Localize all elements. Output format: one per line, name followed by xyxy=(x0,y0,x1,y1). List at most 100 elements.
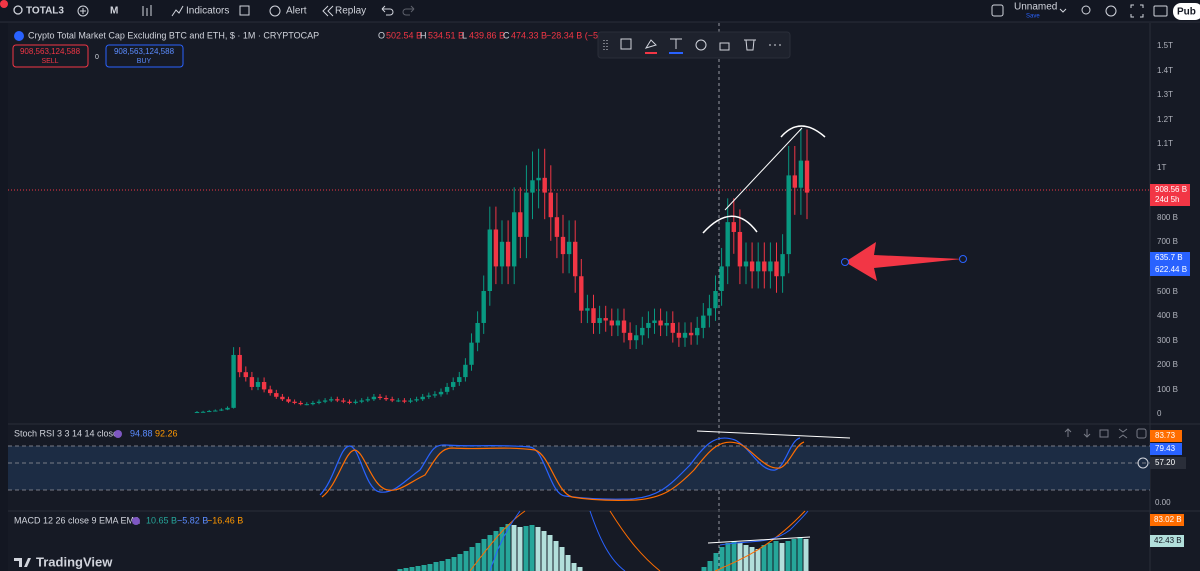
candle-body xyxy=(237,354,242,373)
arc-drawing xyxy=(702,215,758,234)
stoch-k-tag xyxy=(1150,443,1182,455)
fullscreen[interactable] xyxy=(1130,4,1144,18)
compare-button[interactable] xyxy=(77,5,89,17)
publish-button[interactable] xyxy=(1173,3,1200,20)
delete-pane[interactable] xyxy=(1099,429,1109,438)
layout-status: Save xyxy=(1026,14,1040,20)
candle-body xyxy=(804,160,810,193)
price-axis-label: 100 B xyxy=(1157,385,1178,394)
ohlc: O 502.54 B H 534.51 B L 439.86 B C 474.3… xyxy=(378,30,606,40)
interval[interactable]: M xyxy=(110,6,118,17)
delete-tool[interactable] xyxy=(744,39,756,51)
snapshot[interactable] xyxy=(1153,5,1168,17)
settings[interactable] xyxy=(1105,5,1117,17)
fill-color-tool[interactable] xyxy=(644,39,657,49)
divergence-line xyxy=(696,430,851,439)
layout-menu[interactable] xyxy=(1059,8,1067,13)
buy-button[interactable]: 908,563,124,588 BUY xyxy=(105,44,184,68)
candle-body xyxy=(536,177,541,181)
macd-bar xyxy=(481,539,487,571)
candle-body xyxy=(359,400,364,402)
templates-icon[interactable] xyxy=(239,5,250,16)
drawing-toolbar xyxy=(597,31,791,59)
alert-label: Alert xyxy=(286,6,307,17)
settings-tool[interactable] xyxy=(695,39,707,51)
move-down[interactable] xyxy=(1083,429,1091,438)
lock-tool[interactable] xyxy=(719,42,730,51)
quick-search[interactable] xyxy=(1081,5,1091,15)
plus-icon xyxy=(77,5,89,17)
candle-body xyxy=(371,396,377,400)
candle-body xyxy=(682,332,688,338)
candle-body xyxy=(786,175,791,255)
arrow-drawing xyxy=(845,242,962,281)
candle-body xyxy=(365,399,370,401)
candle-body xyxy=(274,393,279,397)
candle-body xyxy=(695,327,700,336)
macd-bar xyxy=(779,543,785,571)
move-up[interactable] xyxy=(1064,428,1072,437)
macd-bar xyxy=(565,555,571,571)
spread: 0 xyxy=(95,54,99,61)
macd-histogram xyxy=(397,524,809,571)
candle-body xyxy=(396,400,401,402)
macd-bar xyxy=(505,524,511,571)
candle-body xyxy=(634,335,639,341)
candle-body xyxy=(310,402,316,405)
candle-body xyxy=(255,382,261,387)
layout-name[interactable]: Unnamed xyxy=(1014,2,1057,13)
publish-label: Pub xyxy=(1177,7,1196,18)
candle-body xyxy=(268,389,273,394)
replay-button[interactable]: Replay xyxy=(322,6,366,17)
add-alert[interactable] xyxy=(1137,457,1149,469)
macd-bar xyxy=(475,543,481,571)
macd-bar xyxy=(415,566,421,571)
candle-body xyxy=(219,409,224,411)
text-tool[interactable] xyxy=(670,38,682,49)
candle-body xyxy=(457,377,462,383)
macd-signal-line xyxy=(609,510,661,571)
redo[interactable] xyxy=(402,5,415,16)
candle-body xyxy=(743,261,749,267)
buy-box xyxy=(105,44,184,68)
candle-body xyxy=(621,320,627,333)
undo[interactable] xyxy=(381,5,394,16)
macd-bar xyxy=(707,561,713,571)
candle-body xyxy=(469,342,474,365)
candle-body xyxy=(322,400,328,402)
candle-body xyxy=(762,261,767,272)
sell-box xyxy=(12,44,89,68)
candle-body xyxy=(627,332,633,341)
macd-bar xyxy=(547,535,553,571)
price-axis-label: 1.4T xyxy=(1157,66,1173,75)
stoch-k: 94.88 xyxy=(130,428,153,438)
symbol-search[interactable]: TOTAL3 xyxy=(13,5,64,17)
candle-body xyxy=(444,386,450,392)
indicators-icon xyxy=(171,5,184,17)
template-tool[interactable] xyxy=(620,38,632,50)
sell-button[interactable]: 908,563,124,588 SELL xyxy=(12,44,89,68)
tradingview-logo: TradingView xyxy=(14,554,113,569)
drawing-handle[interactable] xyxy=(959,255,967,263)
candle-body xyxy=(664,322,669,326)
open-label: O xyxy=(378,30,385,40)
price-axis-label: 1T xyxy=(1157,163,1166,172)
maximize-pane[interactable] xyxy=(1136,428,1147,439)
candle-body xyxy=(390,399,395,401)
macd-bar xyxy=(463,551,469,571)
drawing-handle[interactable] xyxy=(841,258,849,266)
close-label: C xyxy=(503,30,510,40)
indicators-button[interactable]: Indicators xyxy=(171,5,229,17)
alert-button[interactable]: Alert xyxy=(269,5,307,17)
candle-body xyxy=(548,192,553,218)
candle-body xyxy=(335,399,340,401)
candle-body xyxy=(579,276,584,311)
macd-line xyxy=(589,510,626,571)
collapse-pane[interactable] xyxy=(1118,428,1128,439)
candle-body xyxy=(231,354,236,408)
layout-checkbox[interactable] xyxy=(991,4,1004,17)
search-icon xyxy=(13,5,23,15)
buy-price: 908,563,124,588 xyxy=(114,47,175,56)
chart-type-icon[interactable] xyxy=(142,5,152,16)
macd-bar xyxy=(731,541,737,571)
